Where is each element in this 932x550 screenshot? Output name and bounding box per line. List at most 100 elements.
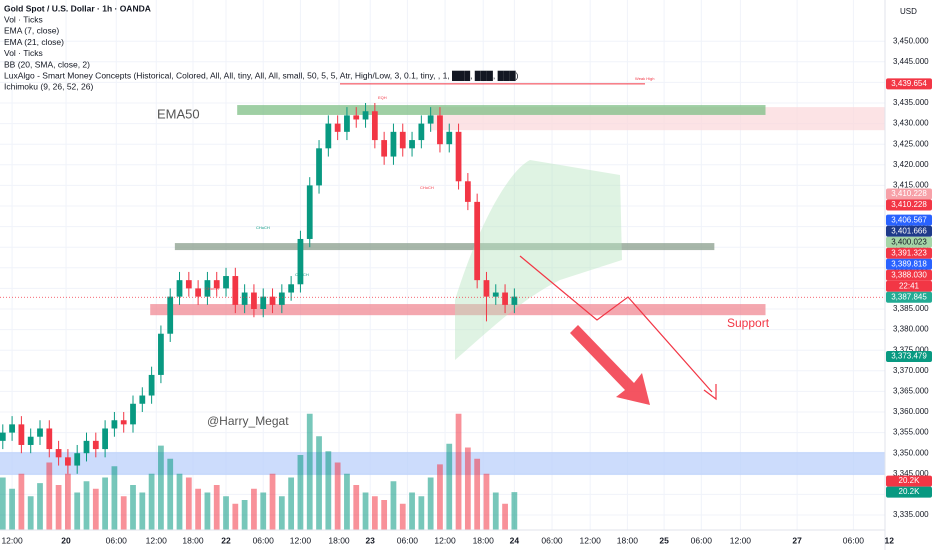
- volume-bar: [418, 496, 425, 530]
- price-marker: [886, 486, 932, 498]
- volume-bar: [502, 503, 508, 530]
- price-marker-label: 20.2K: [899, 487, 921, 496]
- y-tick-label: 3,450.000: [893, 36, 929, 45]
- price-marker: [886, 475, 932, 487]
- y-tick-label: 3,420.000: [893, 160, 929, 169]
- volume-bar: [251, 488, 257, 530]
- volume-bar: [65, 473, 71, 530]
- volume-bar: [92, 488, 99, 530]
- x-tick-label: 06:00: [843, 535, 865, 545]
- y-tick-label: 3,435.000: [893, 98, 929, 107]
- x-tick-label: 18:00: [182, 535, 204, 545]
- y-tick-label: 3,375.000: [893, 345, 929, 354]
- volume-bar: [409, 492, 415, 530]
- price-zone: [237, 105, 766, 115]
- candle-body: [344, 115, 350, 132]
- price-marker-label: 3,389.818: [891, 259, 927, 268]
- support-label: Support: [727, 316, 770, 330]
- volume-bar: [18, 473, 25, 530]
- candle-body: [102, 428, 108, 450]
- volume-bar: [195, 488, 202, 530]
- candle-body: [92, 440, 99, 450]
- candle-body: [260, 296, 267, 310]
- volume-bar: [55, 485, 62, 530]
- candle-body: [37, 428, 43, 437]
- volume-bar: [344, 473, 350, 530]
- volume-bar: [223, 496, 229, 530]
- candle-body: [18, 424, 25, 445]
- volume-bar: [390, 481, 397, 530]
- candle-body: [120, 420, 127, 425]
- volume-bar: [111, 466, 118, 530]
- volume-bar: [362, 492, 369, 530]
- volume-bar: [130, 485, 136, 530]
- candle-body: [9, 424, 15, 433]
- volume-bar: [334, 462, 341, 530]
- candle-body: [158, 333, 164, 375]
- volume-bar: [306, 413, 313, 530]
- volume-bar: [269, 473, 276, 530]
- candle-body: [185, 280, 192, 289]
- candle-body: [483, 280, 490, 297]
- y-tick-label: 3,365.000: [893, 387, 929, 396]
- x-tick-label: 22: [221, 535, 231, 545]
- x-tick-label: 18:00: [617, 535, 639, 545]
- volume-bar: [353, 485, 360, 530]
- indicator-label: Vol · Ticks: [4, 14, 43, 24]
- price-zone: [150, 304, 766, 316]
- volume-bar: [511, 492, 518, 530]
- candle-body: [0, 432, 6, 441]
- volume-bar: [399, 503, 406, 530]
- y-tick-label: 3,380.000: [893, 325, 929, 334]
- volume-bar: [278, 496, 285, 530]
- volume-bar: [446, 443, 453, 530]
- candle-body: [278, 292, 285, 305]
- candle-body: [139, 395, 146, 404]
- x-tick-label: 24: [510, 535, 520, 545]
- price-marker: [886, 188, 932, 200]
- x-tick-label: 12:00: [146, 535, 168, 545]
- x-tick-label: 18:00: [328, 535, 350, 545]
- price-marker-label: 3,387.845: [891, 292, 927, 301]
- candle-body: [464, 181, 471, 202]
- currency-label: USD: [900, 7, 917, 16]
- y-tick-label: 3,360.000: [893, 407, 929, 416]
- candle-body: [269, 296, 276, 305]
- candle-body: [74, 453, 81, 466]
- candle-body: [223, 276, 229, 289]
- candle-body: [362, 111, 369, 120]
- candle-body: [455, 131, 462, 182]
- y-tick-label: 3,425.000: [893, 139, 929, 148]
- volume-bar: [83, 481, 90, 530]
- price-marker-label: 3,410.228: [891, 200, 927, 209]
- x-tick-label: 27: [792, 535, 802, 545]
- price-marker-label: 22:41: [899, 281, 920, 290]
- price-marker-label: 3,400.023: [891, 237, 927, 246]
- indicator-label: EMA (7, close): [4, 26, 59, 36]
- price-marker: [886, 291, 932, 303]
- volume-bar: [74, 492, 81, 530]
- volume-bar: [204, 492, 211, 530]
- y-tick-label: 3,350.000: [893, 448, 929, 457]
- ema50-label: EMA50: [157, 106, 200, 121]
- candle-body: [418, 123, 425, 141]
- candle-body: [288, 284, 295, 293]
- choch-label: CHoCH: [256, 225, 270, 230]
- candle-body: [474, 201, 481, 281]
- weak-high-label: Weak High: [635, 76, 655, 81]
- candle-body: [241, 292, 248, 305]
- candle-body: [46, 428, 53, 450]
- volume-bar: [232, 503, 239, 530]
- y-tick-label: 3,415.000: [893, 181, 929, 190]
- volume-bar: [325, 451, 332, 530]
- price-marker: [886, 199, 932, 211]
- candle-body: [371, 111, 378, 141]
- candle-body: [306, 185, 313, 239]
- y-tick-label: 3,445.000: [893, 57, 929, 66]
- x-tick-label: 12:00: [1, 535, 23, 545]
- volume-bar: [427, 477, 434, 530]
- candle-body: [176, 280, 183, 297]
- x-tick-label: 06:00: [691, 535, 713, 545]
